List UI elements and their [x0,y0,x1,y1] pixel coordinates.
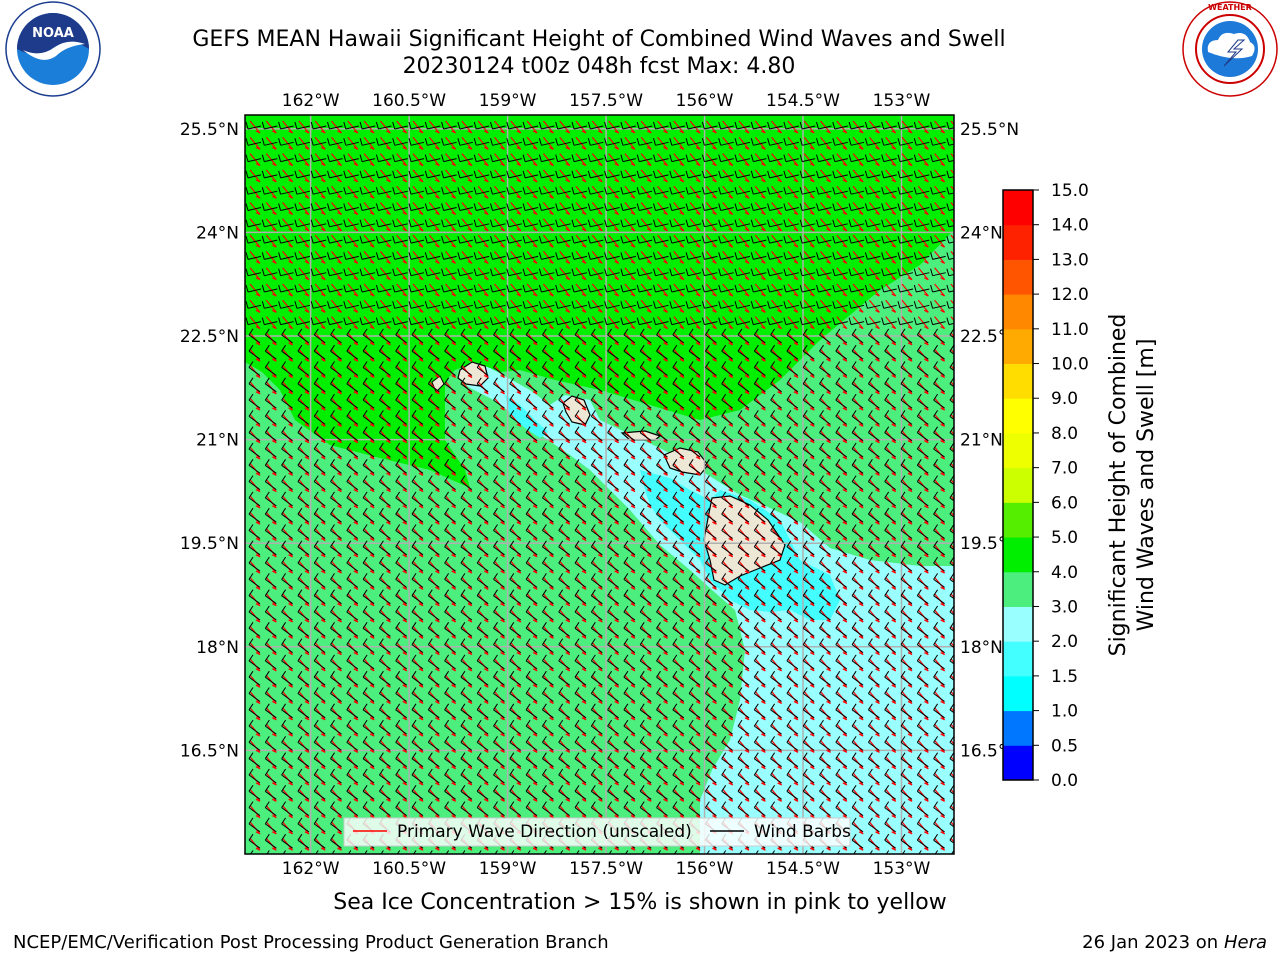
colorbar-segment [1003,641,1033,677]
colorbar-segment [1003,259,1033,295]
lat-tick-left: 19.5°N [180,534,239,554]
noaa-logo-text: NOAA [32,26,74,41]
colorbar: 0.0 0.5 1.0 1.5 2.0 3.0 4.0 5.0 6.0 7.0 8.0 9.0 10.0… [1002,181,1089,791]
lat-tick-left: 25.5°N [180,120,239,140]
colorbar-tick-label: 3.0 [1051,597,1078,617]
colorbar-tick-label: 11.0 [1051,320,1089,340]
colorbar-segment [1003,606,1033,642]
colorbar-tick-label: 0.5 [1051,736,1078,756]
colorbar-segment [1003,398,1033,434]
legend-label-wave-direction: Primary Wave Direction (unscaled) [397,822,692,842]
lon-tick-top: 160.5°W [372,91,446,111]
lon-tick-top: 153°W [873,91,931,111]
gridlines [245,115,954,854]
colorbar-segment [1003,537,1033,573]
footer-machine: Hera [1223,932,1267,953]
colorbar-tick-label: 1.5 [1051,667,1078,687]
colorbar-segment [1003,363,1033,399]
nws-logo: WEATHER [1182,1,1278,97]
noaa-logo: NOAA [5,1,101,97]
colorbar-segment [1003,294,1033,330]
colorbar-tick-label: 0.0 [1051,771,1078,791]
colorbar-tick-label: 12.0 [1051,285,1089,305]
colorbar-segment [1003,710,1033,746]
lat-tick-left: 21°N [196,431,239,451]
lat-tick-left: 22.5°N [180,327,239,347]
colorbar-tick-label: 9.0 [1051,389,1078,409]
lat-tick-left: 16.5°N [180,741,239,761]
lon-tick-bottom: 160.5°W [372,859,446,879]
axis-tick-labels: 162°W 162°W 160.5°W 160.5°W 159°W 159°W 157.5°… [180,91,1019,879]
colorbar-tick-label: 1.0 [1051,702,1078,722]
lon-tick-bottom: 162°W [282,859,340,879]
field-2-3m [458,362,954,854]
lon-tick-bottom: 159°W [479,859,537,879]
lon-tick-bottom: 154.5°W [766,859,840,879]
colorbar-segment [1003,502,1033,538]
lon-tick-top: 159°W [479,91,537,111]
sea-ice-caption: Sea Ice Concentration > 15% is shown in … [333,890,947,915]
colorbar-tick-label: 15.0 [1051,181,1089,201]
colorbar-frame [1002,189,1034,781]
lon-tick-top: 154.5°W [766,91,840,111]
colorbar-tick-label: 10.0 [1051,355,1089,375]
colorbar-label-line1: Significant Height of Combined [1106,314,1131,657]
lon-tick-top: 156°W [676,91,734,111]
vector-field [245,120,954,854]
colorbar-label: Significant Height of Combined Wind Wave… [1106,314,1159,657]
lon-tick-bottom: 153°W [873,859,931,879]
lon-tick-bottom: 157.5°W [569,859,643,879]
colorbar-tick-label: 4.0 [1051,563,1078,583]
colorbar-segment [1003,328,1033,365]
map-legend: Primary Wave Direction (unscaled) Wind B… [343,817,851,847]
lat-tick-right: 18°N [960,638,1003,658]
colorbar-tick-label: 2.0 [1051,632,1078,652]
colorbar-tick-label: 6.0 [1051,493,1078,513]
colorbar-segment [1003,224,1033,260]
lat-tick-right: 24°N [960,223,1003,243]
colorbar-tick-label: 13.0 [1051,250,1089,270]
colorbar-tick-label: 5.0 [1051,528,1078,548]
map-title: GEFS MEAN Hawaii Significant Height of C… [192,27,1006,52]
colorbar-label-line2: Wind Waves and Swell [m] [1134,339,1159,632]
lon-tick-top: 157.5°W [569,91,643,111]
colorbar-segment [1003,675,1033,712]
colorbar-segment [1003,432,1033,469]
lat-tick-right: 25.5°N [960,120,1019,140]
map-subtitle: 20230124 t00z 048h fcst Max: 4.80 [402,54,796,79]
footer-date-text: 26 Jan 2023 on [1082,932,1224,953]
colorbar-segment [1003,571,1033,607]
map-plot-area [245,115,954,854]
lon-tick-top: 162°W [282,91,340,111]
footer-date: 26 Jan 2023 on Hera [1082,932,1267,953]
lat-tick-right: 21°N [960,431,1003,451]
colorbar-tick-label: 8.0 [1051,424,1078,444]
legend-label-wind-barbs: Wind Barbs [754,822,851,842]
footer-credit: NCEP/EMC/Verification Post Processing Pr… [13,932,609,953]
colorbar-tick-label: 14.0 [1051,216,1089,236]
map-frame [244,114,955,855]
svg-text:WEATHER: WEATHER [1208,3,1252,12]
island-oahu [562,395,591,426]
colorbar-segment [1003,467,1033,503]
colorbar-segment [1003,745,1033,781]
colorbar-tick-label: 7.0 [1051,459,1078,479]
lon-tick-bottom: 156°W [676,859,734,879]
colorbar-segment [1003,190,1033,226]
lat-tick-left: 24°N [196,223,239,243]
lat-tick-left: 18°N [196,638,239,658]
